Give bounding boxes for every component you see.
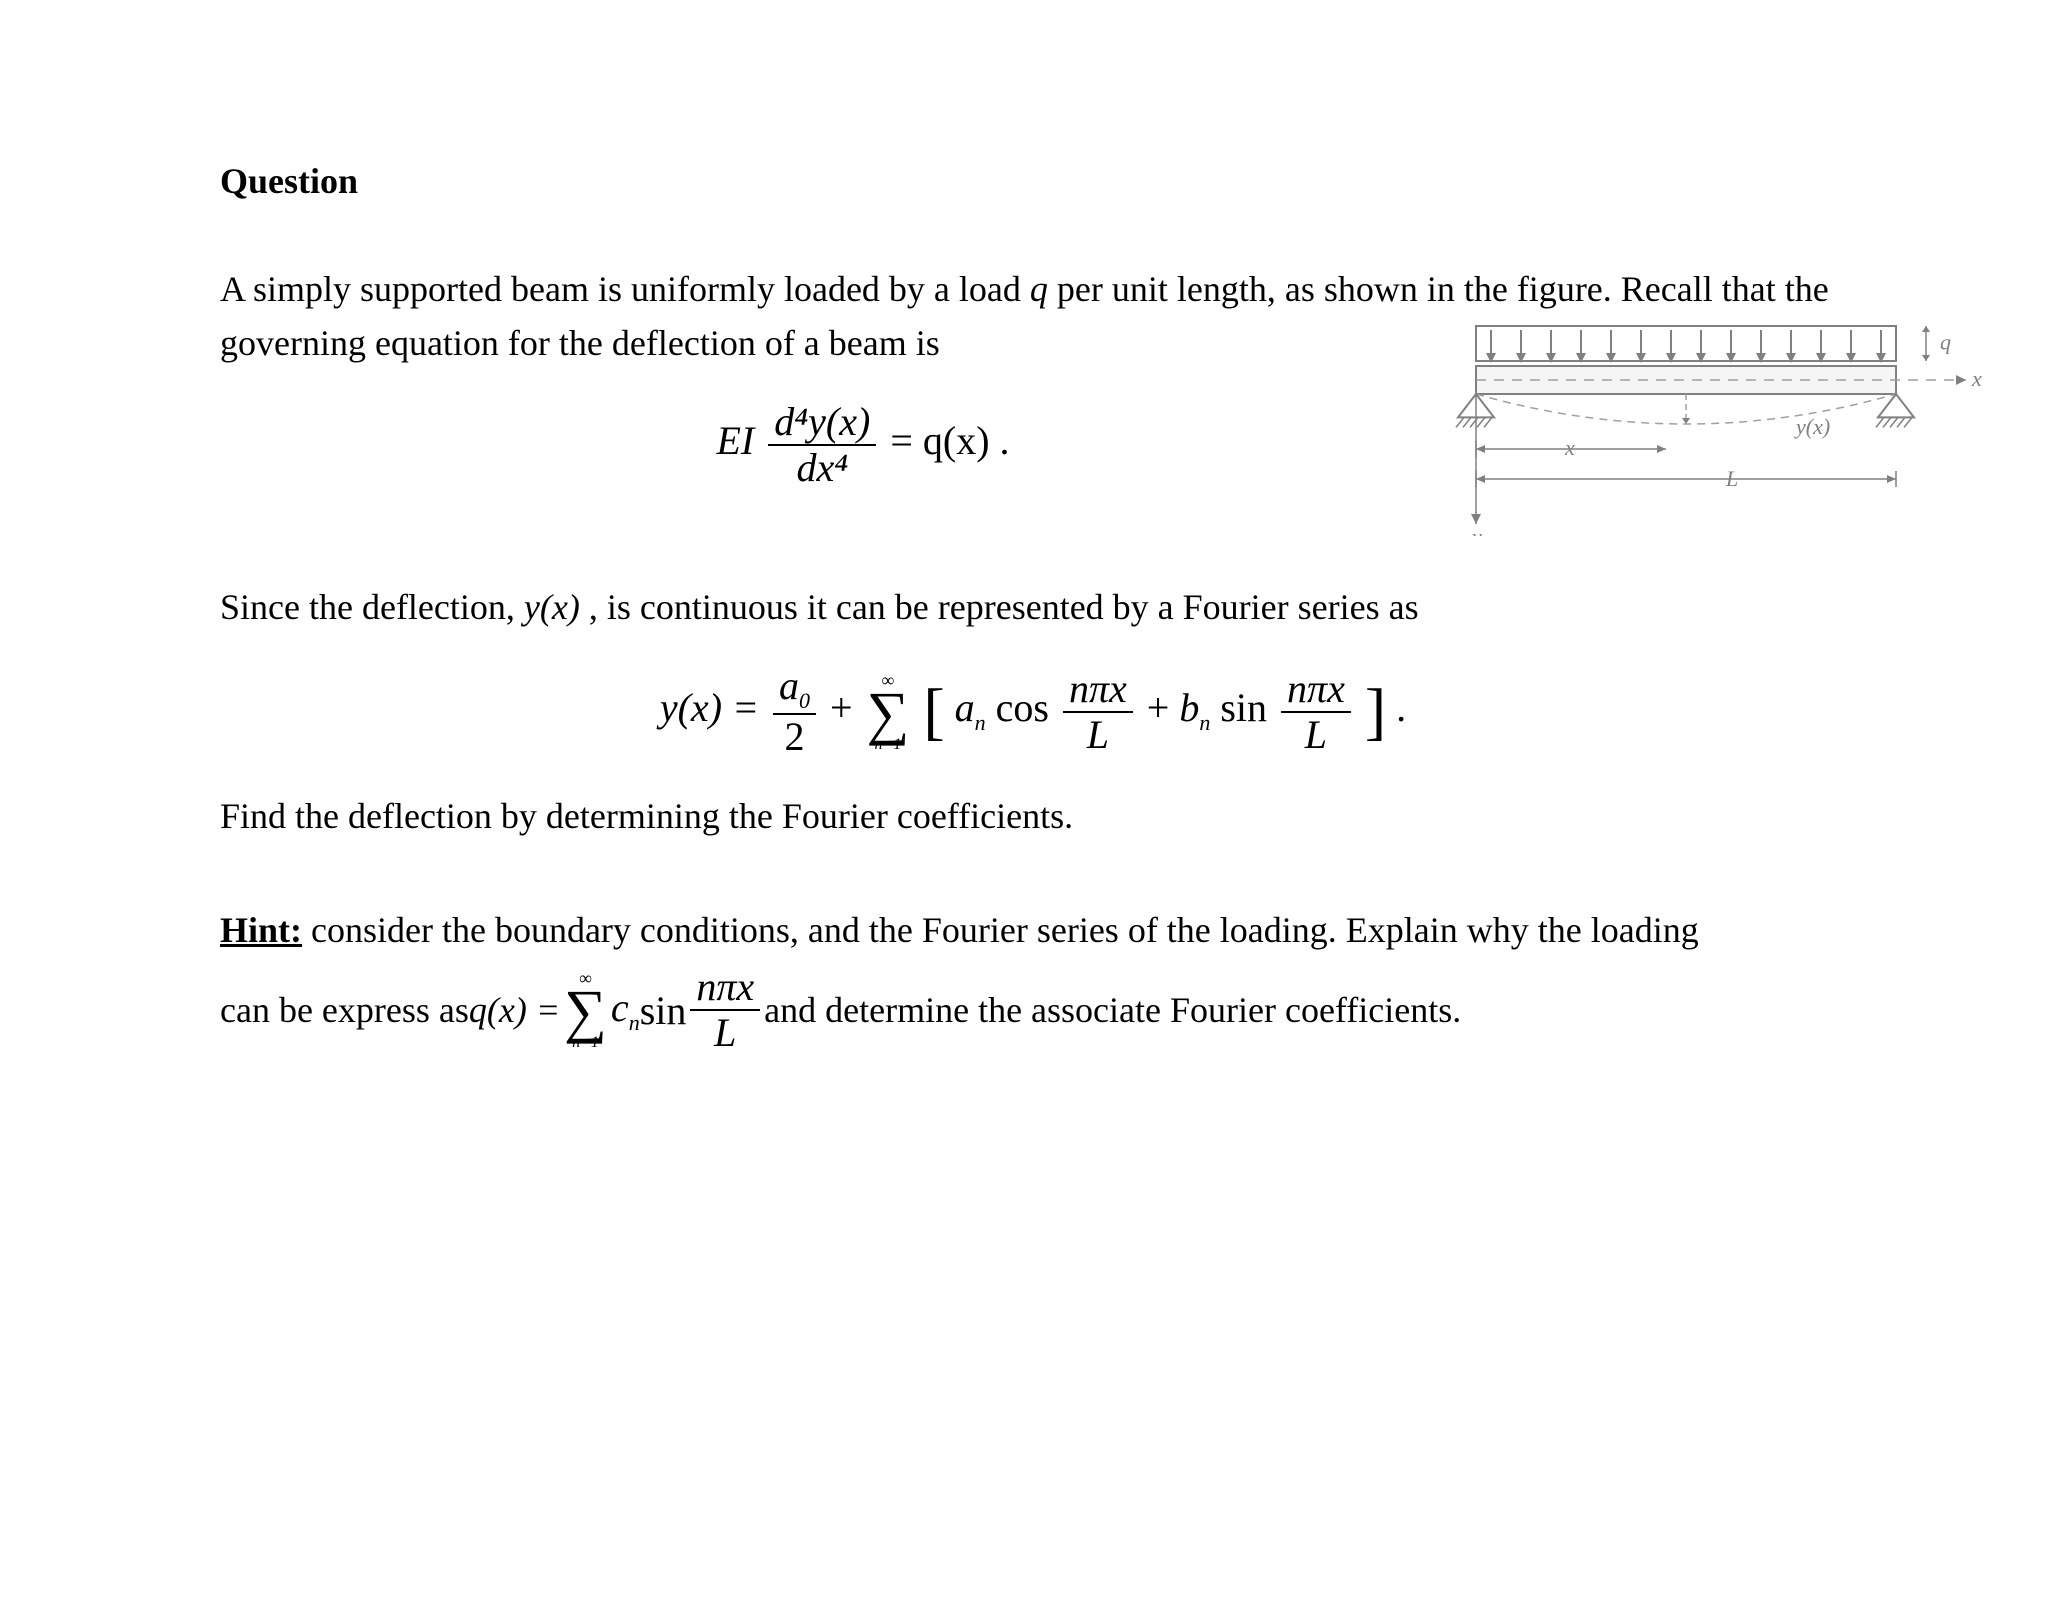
var-yx: y(x) xyxy=(524,587,580,627)
para2-a: Since the deflection, xyxy=(220,587,524,627)
eq-fraction: d⁴y(x) dx⁴ xyxy=(768,400,876,490)
eq-rhs: = q(x) . xyxy=(890,418,1009,463)
fs-dot: . xyxy=(1396,685,1406,730)
eq-frac-den: dx⁴ xyxy=(768,446,876,490)
para2-b: , is continuous it can be represented by… xyxy=(580,587,1419,627)
svg-text:y(x): y(x) xyxy=(1794,414,1830,439)
para1-text-a: A simply supported beam is uniformly loa… xyxy=(220,269,1030,309)
beam-figure: qxy(x)xLy xyxy=(1446,306,1986,536)
hint-label: Hint: xyxy=(220,910,302,950)
bracket-close-icon: ] xyxy=(1365,676,1386,747)
fs-cos-arg: nπx L xyxy=(1063,667,1133,757)
summation-icon-2: ∞ ∑ n=1 xyxy=(564,969,607,1051)
fs-plus2: + xyxy=(1147,685,1180,730)
beam-diagram-svg: qxy(x)xLy xyxy=(1446,306,1986,536)
paragraph-3: Find the deflection by determining the F… xyxy=(220,789,1846,843)
hint-sin-arg: nπx L xyxy=(690,965,760,1055)
svg-text:x: x xyxy=(1564,435,1575,460)
hint-paragraph: Hint: consider the boundary conditions, … xyxy=(220,903,1846,957)
question-heading: Question xyxy=(220,160,1846,202)
fourier-series-equation: y(x) = a0 2 + ∞ ∑ n=1 [ an cos nπx L + b… xyxy=(220,664,1846,759)
hint-cn: cn xyxy=(611,984,640,1036)
fs-sin: sin xyxy=(1220,685,1267,730)
svg-text:L: L xyxy=(1725,466,1738,491)
summation-icon: ∞ ∑ n=1 xyxy=(867,671,910,753)
hint-line-2: can be express as q(x) = ∞ ∑ n=1 cn sin … xyxy=(220,965,1846,1055)
hint-sin: sin xyxy=(640,987,687,1034)
bracket-open-icon: [ xyxy=(923,676,944,747)
var-q: q xyxy=(1030,269,1048,309)
fs-bn: bn xyxy=(1179,685,1210,730)
hint-qx: q(x) = xyxy=(469,989,560,1031)
fs-lhs: y(x) = xyxy=(660,685,769,730)
svg-text:q: q xyxy=(1940,330,1951,355)
fs-an: an xyxy=(955,685,986,730)
paragraph-2: Since the deflection, y(x) , is continuo… xyxy=(220,580,1846,634)
fs-cos: cos xyxy=(996,685,1049,730)
hint-text-1: consider the boundary conditions, and th… xyxy=(302,910,1699,950)
eq-EI: EI xyxy=(716,418,754,463)
eq-frac-num: d⁴y(x) xyxy=(768,400,876,446)
fs-sin-arg: nπx L xyxy=(1281,667,1351,757)
hint-text-2a: can be express as xyxy=(220,989,469,1031)
svg-text:y: y xyxy=(1470,524,1482,536)
fs-plus: + xyxy=(830,685,863,730)
fs-a0-over-2: a0 2 xyxy=(773,664,816,759)
hint-text-2b: and determine the associate Fourier coef… xyxy=(764,989,1461,1031)
svg-text:x: x xyxy=(1971,366,1982,391)
